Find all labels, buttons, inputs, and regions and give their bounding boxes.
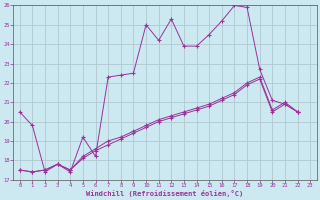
X-axis label: Windchill (Refroidissement éolien,°C): Windchill (Refroidissement éolien,°C) xyxy=(86,190,244,197)
